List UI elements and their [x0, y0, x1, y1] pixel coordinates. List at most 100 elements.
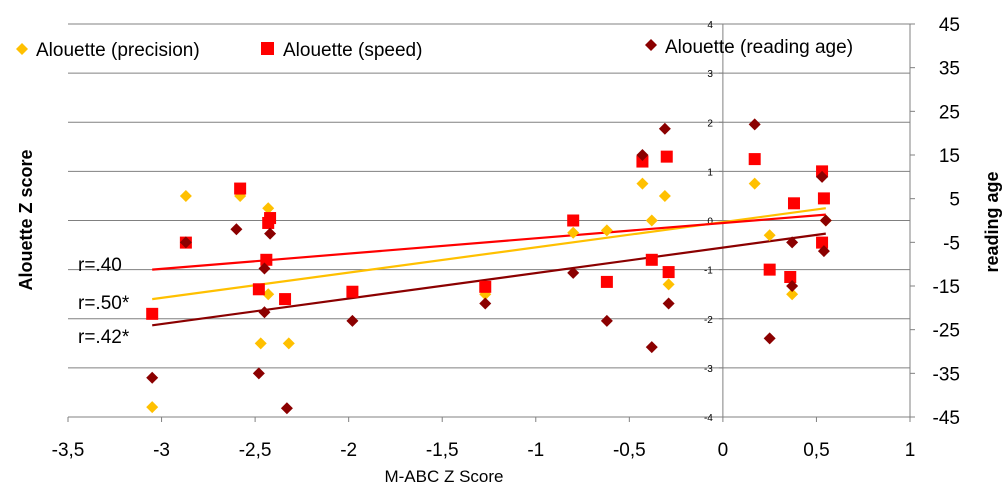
reading-age-point [479, 297, 492, 310]
precision-point [179, 189, 192, 202]
x-tick-label: -3 [153, 440, 170, 461]
x-tick-label: 1 [905, 440, 916, 461]
reading-age-point [567, 266, 580, 279]
precision-point [146, 401, 159, 414]
reading-age-point [816, 170, 829, 183]
precision-point [786, 288, 799, 301]
speed-point [146, 307, 159, 320]
reading-age-point [748, 118, 761, 131]
x-tick-label: 0,5 [803, 440, 829, 461]
trendlines [152, 207, 826, 327]
legend-label-reading-age: Alouette (reading age) [665, 37, 853, 58]
reading-age-point [258, 262, 271, 275]
grid-lines [68, 23, 910, 418]
speed-point [260, 253, 273, 266]
speed-point [787, 197, 800, 210]
reading-age-point [763, 332, 776, 345]
data-points [146, 118, 832, 415]
speed-point [763, 263, 776, 276]
y2-tick-label: 5 [949, 190, 960, 211]
precision-point [763, 229, 776, 242]
precision-point [262, 288, 275, 301]
speed-point [636, 155, 649, 168]
reading-age-point [786, 280, 799, 292]
reading-age-point [179, 236, 192, 249]
y-axis-label: Alouette Z score [16, 149, 36, 290]
precision-point [645, 214, 658, 227]
correlation-label: r=.50* [78, 293, 130, 314]
y-tick-label: 0 [707, 217, 713, 228]
speed-point [264, 212, 277, 225]
speed-point [645, 253, 658, 266]
legend-item-reading-age: Alouette (reading age) [645, 37, 853, 58]
reading-age-point [252, 367, 265, 380]
reading-age-point [658, 122, 671, 135]
y-tick-label: 4 [707, 20, 713, 31]
precision-point [600, 224, 613, 237]
x-tick-label: -1,5 [426, 440, 459, 461]
y-tick-label: 3 [707, 69, 713, 80]
legend-marker-precision [16, 43, 28, 55]
reading-age-point [230, 223, 243, 236]
reading-age-point [264, 227, 277, 240]
x-axis-label: M-ABC Z Score [384, 467, 503, 486]
correlation-label: r=.40 [78, 255, 122, 276]
precision-point [662, 278, 675, 291]
x-tick-label: -3,5 [52, 440, 85, 461]
axes [67, 23, 915, 422]
precision-point [636, 177, 649, 190]
y2-tick-label: -5 [943, 233, 960, 254]
trendline [152, 213, 826, 271]
legend-item-speed: Alouette (speed) [261, 40, 422, 61]
y-tick-label: -2 [704, 315, 713, 326]
y2-tick-label: 25 [939, 102, 960, 123]
y-tick-label: 1 [707, 167, 713, 178]
speed-point [662, 266, 675, 279]
y2-tick-label: 35 [939, 59, 960, 80]
precision-point [262, 202, 275, 215]
reading-age-point [786, 236, 799, 249]
precision-point [254, 337, 267, 350]
y2-axis-label: reading age [982, 171, 1002, 272]
x-tick-label: -2 [340, 440, 357, 461]
y2-tick-label: -35 [933, 364, 960, 385]
legend: Alouette (precision) Alouette (speed) Al… [16, 37, 853, 61]
x-tick-label: 0 [718, 440, 729, 461]
speed-point [479, 280, 492, 293]
reading-age-point [600, 314, 613, 327]
precision-point [282, 337, 295, 350]
speed-point [784, 270, 797, 283]
speed-point [748, 153, 761, 166]
reading-age-point [346, 314, 359, 327]
precision-point [658, 189, 671, 202]
reading-age-point [819, 214, 832, 227]
precision-point [748, 177, 761, 190]
tick-labels: -3,5 -3 -2,5 -2 -1,5 -1 -0,5 0 0,5 1 4 3 2 1 0 -1 -2 -3 -4… [52, 15, 960, 461]
speed-point [660, 150, 673, 163]
speed-point [234, 182, 247, 195]
y-tick-label: -1 [704, 266, 713, 277]
speed-point [817, 192, 830, 205]
speed-point [252, 283, 265, 296]
speed-point [346, 285, 359, 298]
speed-point [600, 275, 613, 288]
y-tick-label: -3 [704, 364, 713, 375]
legend-item-precision: Alouette (precision) [16, 40, 200, 61]
speed-point [816, 236, 829, 249]
y2-tick-label: -25 [933, 321, 960, 342]
legend-label-speed: Alouette (speed) [283, 40, 422, 61]
reading-age-point [645, 341, 658, 354]
reading-age-point [258, 306, 271, 319]
precision-point [567, 226, 580, 239]
y2-tick-label: -45 [933, 408, 960, 429]
x-tick-label: -2,5 [239, 440, 272, 461]
y2-tick-label: -15 [933, 277, 960, 298]
reading-age-point [146, 371, 159, 384]
y2-tick-label: 15 [939, 146, 960, 167]
reading-age-point [662, 297, 675, 310]
legend-label-precision: Alouette (precision) [36, 40, 200, 61]
x-tick-label: -1 [527, 440, 544, 461]
legend-marker-speed [261, 42, 274, 55]
trendline-labels: r=.50* r=.40 r=.42* [78, 255, 130, 348]
